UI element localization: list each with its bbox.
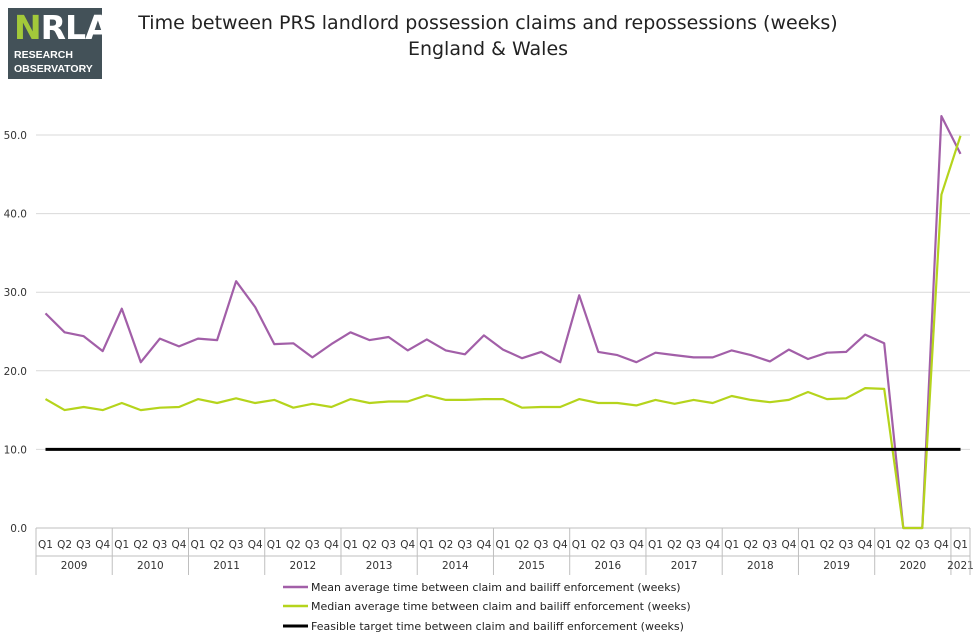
series-line-1 bbox=[44, 114, 962, 530]
y-tick-label: 30.0 bbox=[4, 287, 27, 299]
x-tick-label-quarter: Q2 bbox=[438, 539, 453, 551]
x-tick-label-quarter: Q4 bbox=[858, 539, 873, 551]
x-tick-label-quarter: Q3 bbox=[457, 539, 472, 551]
x-tick-label-quarter: Q2 bbox=[286, 539, 301, 551]
x-tick-label-quarter: Q4 bbox=[781, 539, 796, 551]
x-tick-label-year: 2014 bbox=[442, 560, 469, 572]
y-tick-label: 50.0 bbox=[4, 130, 27, 142]
x-tick-label-quarter: Q1 bbox=[267, 539, 282, 551]
x-tick-label-quarter: Q3 bbox=[76, 539, 91, 551]
y-tick-label: 10.0 bbox=[4, 444, 27, 456]
chart-title: Time between PRS landlord possession cla… bbox=[138, 12, 838, 34]
legend-label-2: Median average time between claim and ba… bbox=[311, 600, 691, 613]
x-tick-label-quarter: Q1 bbox=[877, 539, 892, 551]
x-tick-label-year: 2012 bbox=[289, 560, 316, 572]
x-tick-label-year: 2011 bbox=[213, 560, 240, 572]
y-tick-label: 0.0 bbox=[10, 523, 27, 535]
x-tick-label-year: 2009 bbox=[61, 560, 88, 572]
logo-line-2: OBSERVATORY bbox=[14, 63, 93, 75]
x-tick-label-year: 2017 bbox=[671, 560, 698, 572]
x-tick-label-quarter: Q4 bbox=[629, 539, 644, 551]
x-tick-label-quarter: Q4 bbox=[248, 539, 263, 551]
x-tick-label-quarter: Q3 bbox=[686, 539, 701, 551]
x-tick-label-year: 2016 bbox=[594, 560, 621, 572]
x-tick-label-quarter: Q1 bbox=[724, 539, 739, 551]
x-tick-label-quarter: Q3 bbox=[381, 539, 396, 551]
x-tick-label-quarter: Q2 bbox=[896, 539, 911, 551]
x-tick-label-quarter: Q3 bbox=[152, 539, 167, 551]
y-tick-label: 20.0 bbox=[4, 366, 27, 378]
x-tick-label-year: 2013 bbox=[366, 560, 393, 572]
logo-wordmark: NRLA bbox=[14, 8, 111, 47]
x-tick-label-quarter: Q4 bbox=[400, 539, 415, 551]
x-tick-label-quarter: Q1 bbox=[343, 539, 358, 551]
x-tick-label-quarter: Q3 bbox=[534, 539, 549, 551]
x-tick-label-year: 2019 bbox=[823, 560, 850, 572]
x-tick-label-quarter: Q2 bbox=[743, 539, 758, 551]
chart-subtitle: England & Wales bbox=[407, 38, 569, 60]
x-tick-label-quarter: Q2 bbox=[210, 539, 225, 551]
logo-line-1: RESEARCH bbox=[14, 49, 73, 61]
x-tick-label-quarter: Q4 bbox=[553, 539, 568, 551]
x-tick-label-quarter: Q2 bbox=[515, 539, 530, 551]
x-tick-label-quarter: Q1 bbox=[191, 539, 206, 551]
x-tick-label-quarter: Q1 bbox=[953, 539, 968, 551]
x-tick-label-quarter: Q4 bbox=[934, 539, 949, 551]
x-tick-label-quarter: Q3 bbox=[762, 539, 777, 551]
x-tick-label-quarter: Q3 bbox=[305, 539, 320, 551]
x-tick-label-quarter: Q2 bbox=[820, 539, 835, 551]
x-tick-label-year: 2020 bbox=[899, 560, 926, 572]
x-tick-label-quarter: Q2 bbox=[362, 539, 377, 551]
x-tick-label-quarter: Q1 bbox=[572, 539, 587, 551]
x-tick-label-quarter: Q3 bbox=[915, 539, 930, 551]
x-tick-label-quarter: Q1 bbox=[38, 539, 53, 551]
x-tick-label-year: 2010 bbox=[137, 560, 164, 572]
x-tick-label-quarter: Q4 bbox=[324, 539, 339, 551]
legend-label-1: Mean average time between claim and bail… bbox=[311, 581, 681, 594]
x-tick-label-quarter: Q4 bbox=[705, 539, 720, 551]
x-tick-label-quarter: Q4 bbox=[171, 539, 186, 551]
x-tick-label-quarter: Q3 bbox=[610, 539, 625, 551]
x-tick-label-quarter: Q1 bbox=[114, 539, 129, 551]
x-tick-label-quarter: Q1 bbox=[419, 539, 434, 551]
x-tick-label-quarter: Q4 bbox=[476, 539, 491, 551]
x-tick-label-quarter: Q3 bbox=[229, 539, 244, 551]
x-tick-label-quarter: Q1 bbox=[801, 539, 816, 551]
y-tick-label: 40.0 bbox=[4, 209, 27, 221]
x-tick-label-year: 2021 bbox=[947, 560, 974, 572]
x-tick-label-quarter: Q3 bbox=[839, 539, 854, 551]
series-line-2 bbox=[44, 135, 962, 530]
x-tick-label-quarter: Q1 bbox=[648, 539, 663, 551]
x-tick-label-quarter: Q1 bbox=[496, 539, 511, 551]
x-tick-label-year: 2018 bbox=[747, 560, 774, 572]
x-tick-label-quarter: Q2 bbox=[591, 539, 606, 551]
x-tick-label-quarter: Q2 bbox=[667, 539, 682, 551]
x-tick-label-year: 2015 bbox=[518, 560, 545, 572]
nrla-logo: NRLA RESEARCH OBSERVATORY bbox=[8, 8, 111, 79]
x-tick-label-quarter: Q2 bbox=[133, 539, 148, 551]
legend-label-3: Feasible target time between claim and b… bbox=[311, 620, 684, 633]
x-tick-label-quarter: Q4 bbox=[95, 539, 110, 551]
x-tick-label-quarter: Q2 bbox=[57, 539, 72, 551]
